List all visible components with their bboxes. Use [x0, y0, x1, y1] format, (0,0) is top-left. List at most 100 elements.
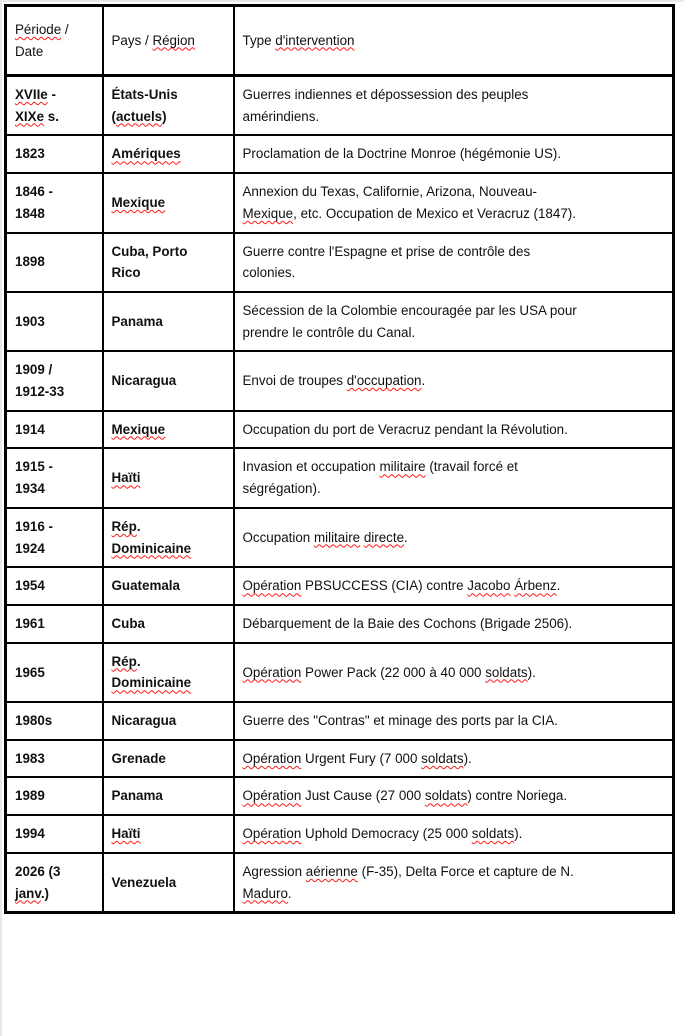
cell-country-region: Grenade: [101, 738, 235, 779]
cell-line: prendre le contrôle du Canal.: [242, 324, 416, 340]
table-row: 1965 Rép. Dominicaine Opération Power Pack …: [4, 641, 675, 704]
cell-country-region: Mexique: [101, 409, 235, 450]
cell-country-region: Cuba: [101, 603, 235, 644]
cell-intervention-type: Occupation militaire directe.: [232, 506, 675, 569]
table-row: 1989 Panama Opération Just Cause (27 000 s…: [4, 776, 675, 817]
table-header: Période / Date Pays / Région Type d'inte…: [4, 4, 675, 77]
cell-intervention-type: Débarquement de la Baie des Cochons (Bri…: [232, 603, 675, 644]
table-row: 1994 Haïti Opération Uphold Democracy (25 …: [4, 814, 675, 854]
cell-line: 1994: [15, 826, 45, 842]
cell-intervention-type: Guerre contre l'Espagne et prise de cont…: [232, 231, 675, 293]
cell-country-region: États-Unis (actuels): [101, 74, 235, 137]
cell-country-region: Nicaragua: [101, 701, 235, 741]
cell-line: 1848: [15, 205, 45, 221]
table-row: 1914 Mexique Occupation du port de Veracru…: [4, 409, 675, 450]
cell-line: Invasion et occupation militaire (travai…: [242, 459, 518, 475]
cell-intervention-type: Envoi de troupes d'occupation.: [232, 350, 675, 412]
table-row: 1909 / 1912-33 Nicaragua Envoi de troupes d…: [4, 350, 675, 412]
cell-period-date: XVIIe - XIXe s.: [4, 74, 104, 137]
cell-country-region: Cuba, Porto Rico: [101, 231, 235, 293]
cell-line: Débarquement de la Baie des Cochons (Bri…: [242, 615, 573, 631]
table-row: 1980s Nicaragua Guerre des "Contras" et mi…: [4, 701, 675, 741]
cell-line: XIXe s.: [15, 108, 59, 124]
cell-line: Nicaragua: [111, 373, 177, 389]
table-row: 1983 Grenade Opération Urgent Fury (7 000 …: [4, 738, 675, 779]
cell-line: Opération Power Pack (22 000 à 40 000 so…: [242, 664, 536, 680]
cell-country-region: Guatemala: [101, 566, 235, 606]
cell-intervention-type: Opération Just Cause (27 000 soldats) co…: [232, 776, 675, 817]
cell-line: 1961: [15, 615, 45, 631]
cell-country-region: Haïti: [101, 814, 235, 854]
cell-line: 1909 /: [15, 362, 53, 378]
column-header-line-1: Type d'intervention: [242, 32, 355, 48]
cell-country-region: Rép. Dominicaine: [101, 641, 235, 704]
table-row: 1903 Panama Sécession de la Colombie encou…: [4, 290, 675, 353]
cell-line: Opération Uphold Democracy (25 000 solda…: [242, 826, 523, 842]
cell-country-region: Nicaragua: [101, 350, 235, 412]
cell-period-date: 2026 (3 janv.): [4, 851, 104, 914]
cell-line: 1954: [15, 578, 45, 594]
cell-line: Grenade: [111, 750, 166, 766]
cell-line: Cuba: [111, 615, 145, 631]
column-header-line-1: Pays / Région: [111, 32, 195, 48]
cell-period-date: 1961: [4, 603, 104, 644]
cell-country-region: Amériques: [101, 134, 235, 175]
cell-line: Amériques: [111, 146, 181, 162]
cell-period-date: 1903: [4, 290, 104, 353]
cell-line: Mexique, etc. Occupation de Mexico et Ve…: [242, 205, 576, 221]
cell-intervention-type: Guerre des "Contras" et minage des ports…: [232, 701, 675, 741]
column-header-periode-date: Période / Date: [4, 4, 104, 77]
cell-period-date: 1915 - 1934: [4, 447, 104, 509]
cell-line: 1980s: [15, 713, 53, 729]
cell-period-date: 1965: [4, 641, 104, 704]
cell-line: Proclamation de la Doctrine Monroe (hégé…: [242, 146, 562, 162]
cell-line: Nicaragua: [111, 713, 177, 729]
cell-intervention-type: Opération Power Pack (22 000 à 40 000 so…: [232, 641, 675, 704]
cell-line: 1903: [15, 313, 45, 329]
table-header-row: Période / Date Pays / Région Type d'inte…: [4, 4, 675, 77]
table-body: XVIIe - XIXe s. États-Unis (actuels) Guerres…: [4, 74, 675, 914]
cell-line: 1983: [15, 750, 45, 766]
cell-line: 1934: [15, 481, 45, 497]
table-row: 1915 - 1934 Haïti Invasion et occupation mi…: [4, 447, 675, 509]
cell-intervention-type: Opération Urgent Fury (7 000 soldats).: [232, 738, 675, 779]
cell-line: 1898: [15, 254, 45, 270]
column-header-line-1: Période /: [15, 21, 69, 37]
cell-intervention-type: Guerres indiennes et dépossession des pe…: [232, 74, 675, 137]
cell-line: Rép.: [111, 518, 141, 534]
cell-line: 1916 -: [15, 518, 53, 534]
cell-line: 1915 -: [15, 459, 53, 475]
cell-line: janv.): [15, 885, 49, 901]
table-container: Période / Date Pays / Région Type d'inte…: [4, 4, 675, 915]
cell-line: 1989: [15, 788, 45, 804]
cell-line: 1965: [15, 664, 45, 680]
cell-line: Opération PBSUCCESS (CIA) contre Jacobo …: [242, 578, 561, 594]
cell-intervention-type: Invasion et occupation militaire (travai…: [232, 447, 675, 509]
cell-line: Rico: [111, 265, 141, 281]
cell-line: Guatemala: [111, 578, 180, 594]
table-row: 1954 Guatemala Opération PBSUCCESS (CIA) c…: [4, 566, 675, 606]
cell-line: Annexion du Texas, Californie, Arizona, …: [242, 184, 538, 200]
cell-line: Occupation du port de Veracruz pendant l…: [242, 421, 568, 437]
cell-line: Agression aérienne (F-35), Delta Force e…: [242, 863, 574, 879]
cell-line: Panama: [111, 313, 163, 329]
cell-line: 2026 (3: [15, 863, 61, 879]
cell-country-region: Rép. Dominicaine: [101, 506, 235, 569]
cell-line: ségrégation).: [242, 481, 321, 497]
cell-intervention-type: Opération Uphold Democracy (25 000 solda…: [232, 814, 675, 854]
cell-line: Mexique: [111, 194, 166, 210]
cell-country-region: Panama: [101, 776, 235, 817]
cell-line: Cuba, Porto: [111, 243, 188, 259]
cell-line: colonies.: [242, 265, 296, 281]
cell-line: 1914: [15, 421, 45, 437]
cell-country-region: Panama: [101, 290, 235, 353]
cell-intervention-type: Proclamation de la Doctrine Monroe (hégé…: [232, 134, 675, 175]
cell-intervention-type: Annexion du Texas, Californie, Arizona, …: [232, 172, 675, 234]
column-header-pays-region: Pays / Région: [101, 4, 235, 77]
cell-period-date: 1989: [4, 776, 104, 817]
cell-line: Dominicaine: [111, 675, 192, 691]
cell-line: Guerres indiennes et dépossession des pe…: [242, 87, 529, 102]
table-row: 1916 - 1924 Rép. Dominicaine Occupation mili…: [4, 506, 675, 569]
column-header-type-intervention: Type d'intervention: [232, 4, 675, 77]
column-header-line-2: Date: [15, 43, 44, 59]
